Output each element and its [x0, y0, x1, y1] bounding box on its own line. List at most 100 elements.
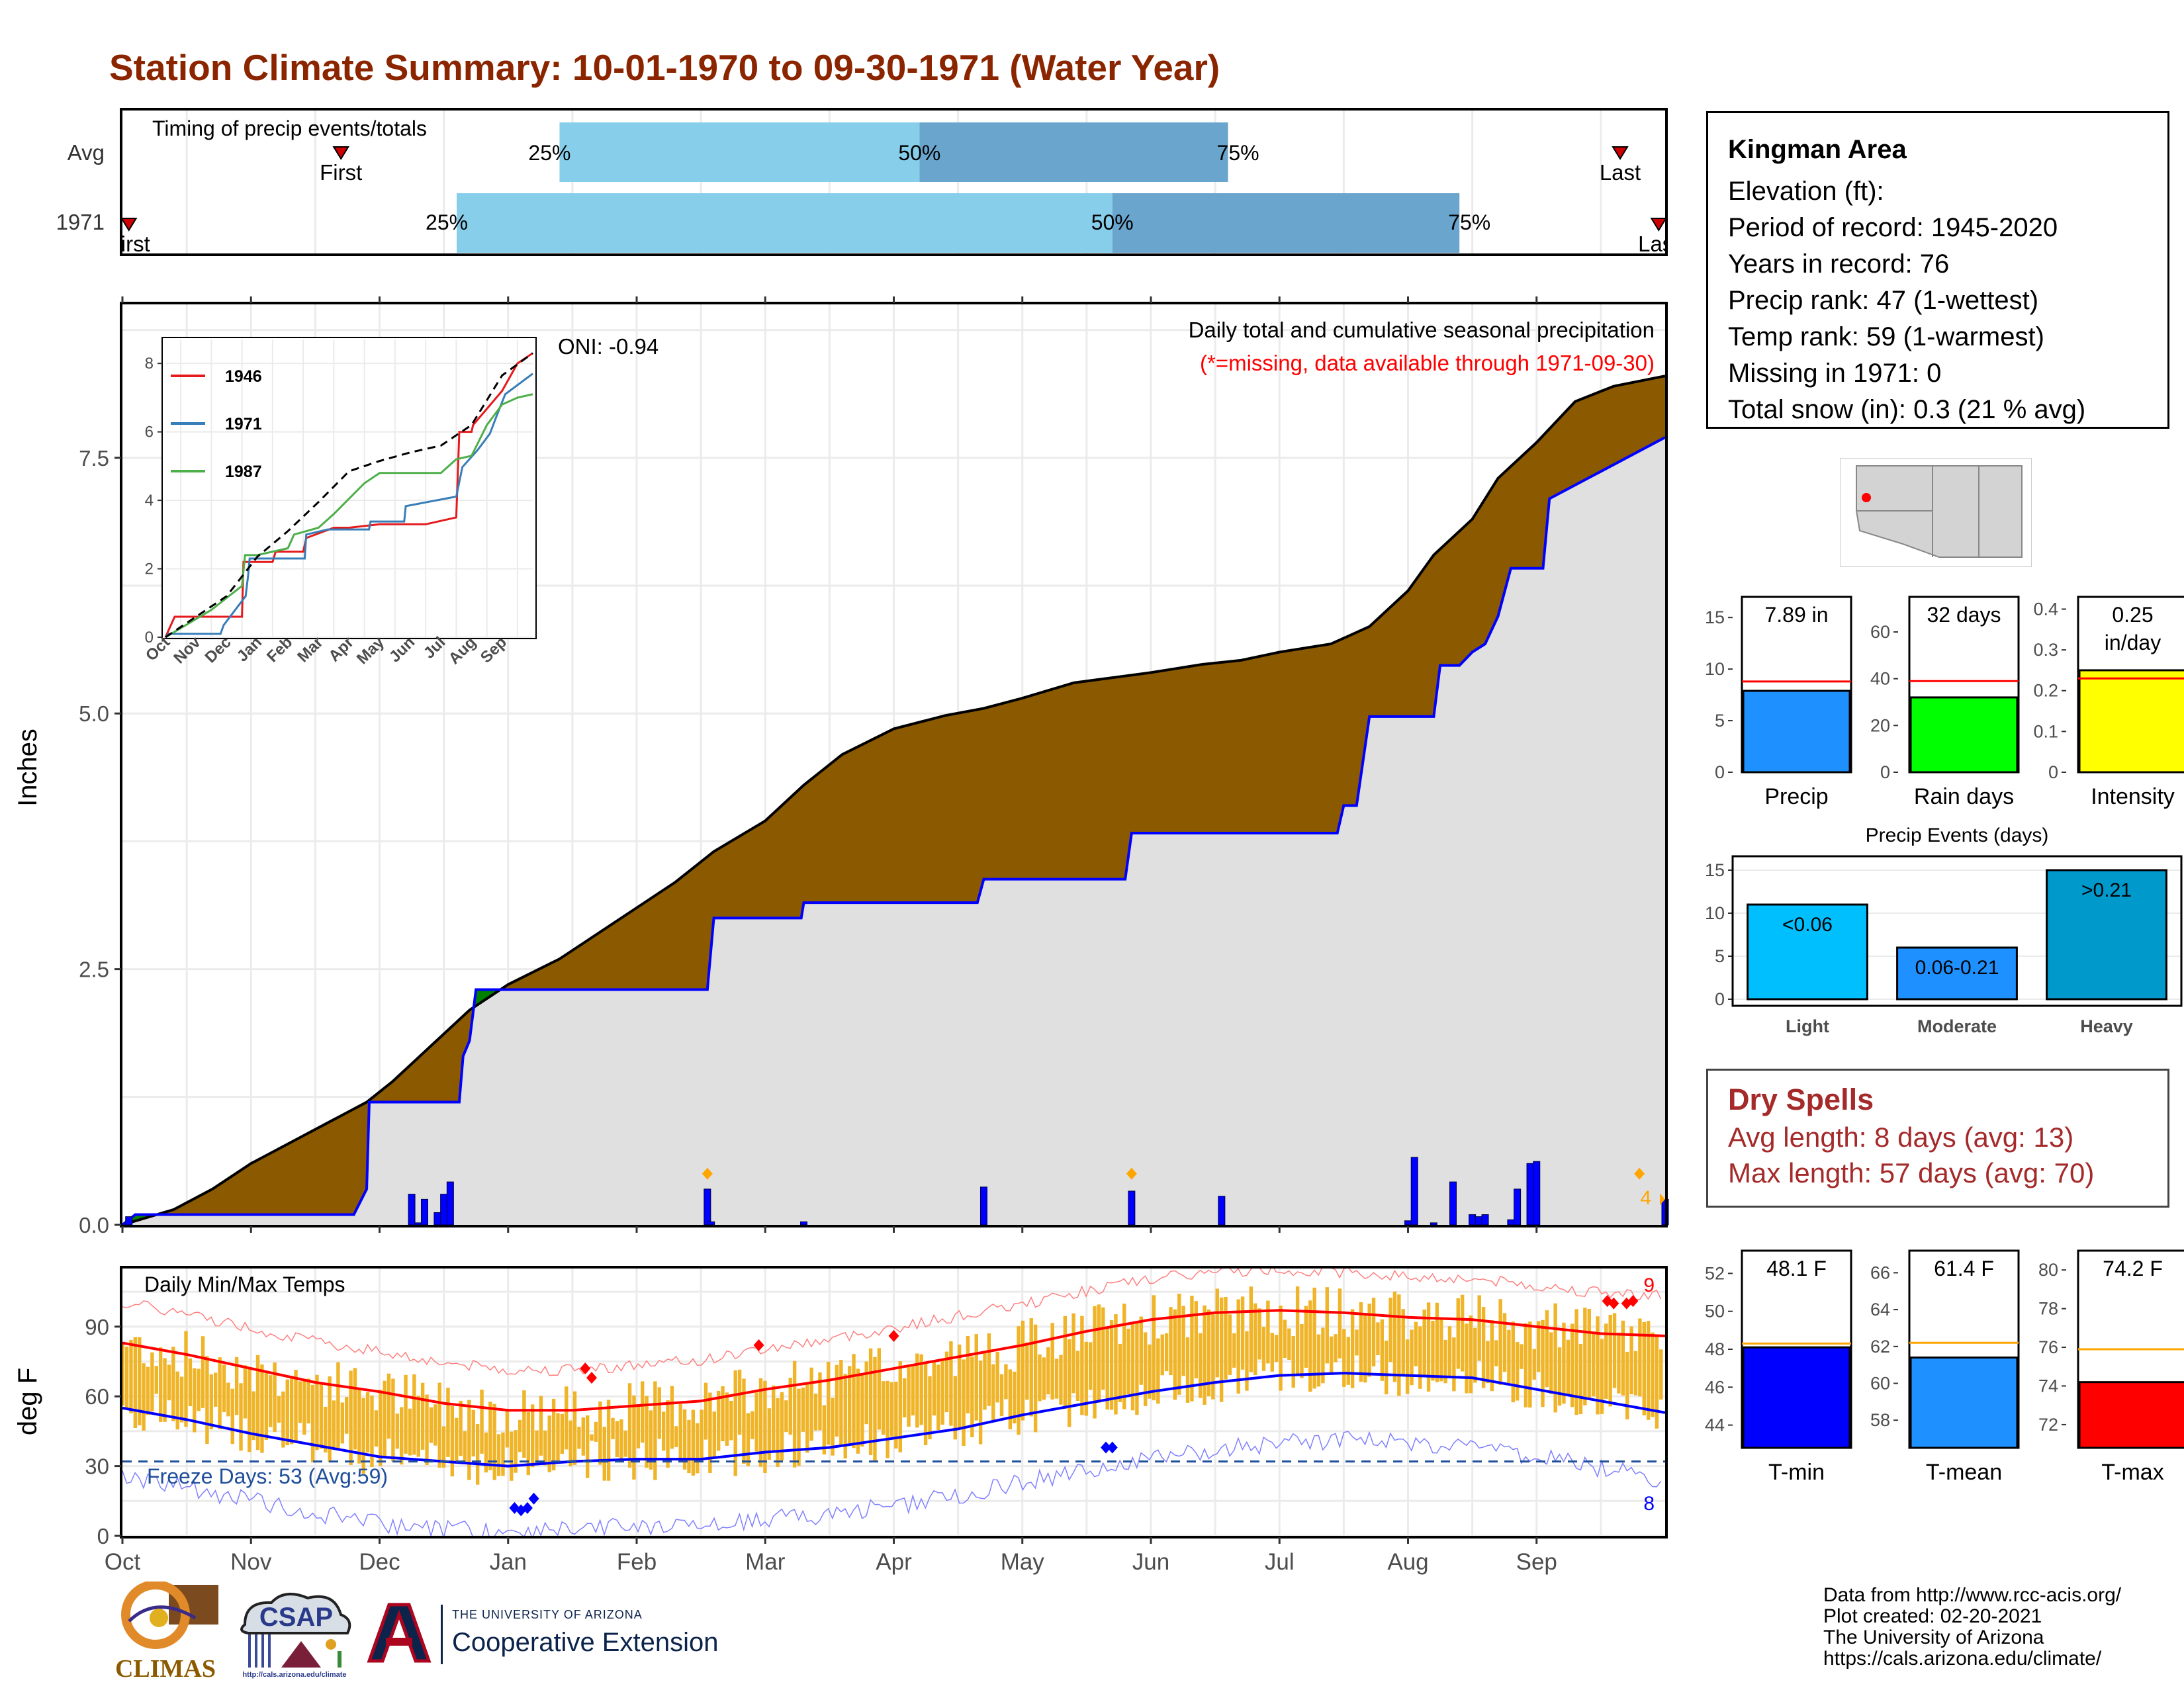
timing-marker-first	[122, 218, 138, 232]
dry-spells-avg: Avg length: 8 days (avg: 13)	[1728, 1122, 2074, 1153]
temp-daily-range	[822, 1405, 827, 1454]
temp-daily-range	[218, 1357, 222, 1429]
timing-marker-label-last: Last	[1638, 232, 1679, 256]
temp-daily-range	[1126, 1328, 1130, 1394]
temp-daily-range	[661, 1411, 666, 1451]
station-info-box: Kingman Area Elevation (ft): Period of r…	[1706, 111, 2169, 429]
temp-daily-range	[1308, 1300, 1312, 1392]
temp-daily-range	[1219, 1297, 1224, 1402]
temp-daily-range	[1017, 1326, 1021, 1435]
temp-daily-range	[163, 1358, 167, 1422]
temp-daily-range	[687, 1419, 691, 1474]
temp-daily-range	[780, 1392, 784, 1461]
temp-daily-range	[1135, 1323, 1139, 1415]
temp-daily-range	[1287, 1328, 1291, 1360]
temp-daily-range	[1033, 1324, 1038, 1433]
temp-daily-range	[1447, 1326, 1452, 1376]
summary-ytick-label: 0.3	[2033, 640, 2058, 660]
temp-daily-range	[1591, 1333, 1596, 1397]
temp-daily-range	[1578, 1344, 1583, 1415]
temp-daily-range	[484, 1432, 488, 1473]
temp-daily-range	[1507, 1329, 1511, 1384]
temp-daily-range	[1557, 1347, 1562, 1406]
temp-daily-range	[949, 1341, 953, 1426]
temp-daily-range	[496, 1434, 501, 1476]
temp-daily-range	[1435, 1302, 1439, 1382]
temp-daily-range	[889, 1382, 894, 1437]
temp-daily-range	[902, 1378, 907, 1418]
temp-daily-range	[784, 1400, 788, 1433]
summary-ytick-label: 78	[2038, 1299, 2058, 1319]
temp-daily-range	[1097, 1304, 1101, 1403]
temp-daily-range	[700, 1409, 704, 1459]
temp-daily-range	[492, 1404, 496, 1480]
events-ytick-label: 15	[1705, 860, 1725, 880]
temp-daily-range	[340, 1402, 344, 1444]
temp-daily-range	[387, 1373, 391, 1439]
temp-daily-range	[395, 1413, 400, 1449]
month-tick-label: Jul	[1265, 1549, 1295, 1575]
temp-daily-range	[758, 1378, 763, 1467]
temp-daily-range	[1646, 1321, 1651, 1420]
temp-daily-range	[1536, 1321, 1541, 1372]
temp-daily-range	[1173, 1309, 1177, 1400]
temp-daily-range	[678, 1404, 682, 1462]
summary-category-label: Intensity	[2091, 784, 2175, 809]
summary-ytick-label: 58	[1870, 1410, 1890, 1430]
temp-daily-range	[1312, 1287, 1316, 1389]
temp-daily-range	[606, 1400, 611, 1481]
summary-ytick-label: 5	[1715, 711, 1725, 731]
temp-daily-range	[179, 1376, 184, 1423]
temp-daily-range	[1410, 1329, 1414, 1386]
credits-data-source: Data from http://www.rcc-acis.org/	[1823, 1584, 2122, 1606]
temp-daily-range	[594, 1421, 598, 1442]
temp-daily-range	[1422, 1310, 1426, 1376]
temp-daily-range	[696, 1423, 700, 1474]
temp-daily-range	[285, 1379, 289, 1446]
temp-daily-range	[1405, 1339, 1410, 1394]
temp-daily-range	[1414, 1321, 1418, 1366]
temp-daily-range	[674, 1426, 678, 1447]
temp-record-low-marker	[522, 1501, 533, 1514]
month-tick-label: Feb	[617, 1549, 657, 1575]
ua-logo-top: THE UNIVERSITY OF ARIZONA	[452, 1608, 643, 1621]
summary-ytick-label: 76	[2038, 1337, 2058, 1357]
temp-ytick-label: 30	[85, 1454, 109, 1479]
temp-daily-range	[1494, 1340, 1498, 1366]
inset-legend-label: 1946	[225, 367, 262, 386]
precip-year-area	[122, 437, 1665, 1225]
timing-marker-last	[1650, 218, 1665, 232]
temp-daily-range	[611, 1417, 615, 1439]
station-location-marker	[1862, 493, 1871, 502]
temp-daily-range	[894, 1381, 898, 1449]
temp-daily-range	[205, 1356, 209, 1445]
temp-daily-range	[560, 1413, 565, 1454]
temp-daily-range	[873, 1357, 877, 1461]
inset-ytick-label: 4	[145, 492, 154, 510]
precip-daily-bar	[1469, 1214, 1477, 1226]
timing-pct-25: 25%	[528, 141, 570, 165]
temp-daily-range	[1329, 1336, 1334, 1374]
temp-daily-range	[572, 1391, 577, 1465]
precip-daily-bar	[800, 1221, 808, 1226]
summary-ytick-label: 60	[1870, 1374, 1890, 1394]
precip-daily-bar	[1410, 1157, 1418, 1226]
temp-daily-range	[222, 1364, 226, 1412]
temp-daily-range	[353, 1368, 357, 1450]
temp-daily-range	[488, 1402, 492, 1470]
temp-daily-range	[1164, 1333, 1169, 1372]
temp-daily-range	[1050, 1323, 1054, 1400]
temp-daily-range	[298, 1381, 302, 1423]
temp-daily-range	[569, 1420, 572, 1466]
temp-daily-range	[1190, 1296, 1194, 1402]
dry-spells-box: Dry Spells Avg length: 8 days (avg: 13) …	[1706, 1069, 2169, 1208]
temp-daily-range	[978, 1360, 983, 1445]
temp-daily-range	[1088, 1342, 1093, 1390]
temp-daily-range	[1604, 1323, 1608, 1399]
inset-series-line	[164, 352, 533, 638]
temp-daily-range	[264, 1372, 269, 1440]
station-snow: Total snow (in): 0.3 (21 % avg)	[1728, 395, 2086, 424]
temp-daily-range	[1139, 1316, 1143, 1385]
temp-daily-range	[543, 1430, 547, 1466]
temp-daily-range	[1596, 1316, 1600, 1415]
